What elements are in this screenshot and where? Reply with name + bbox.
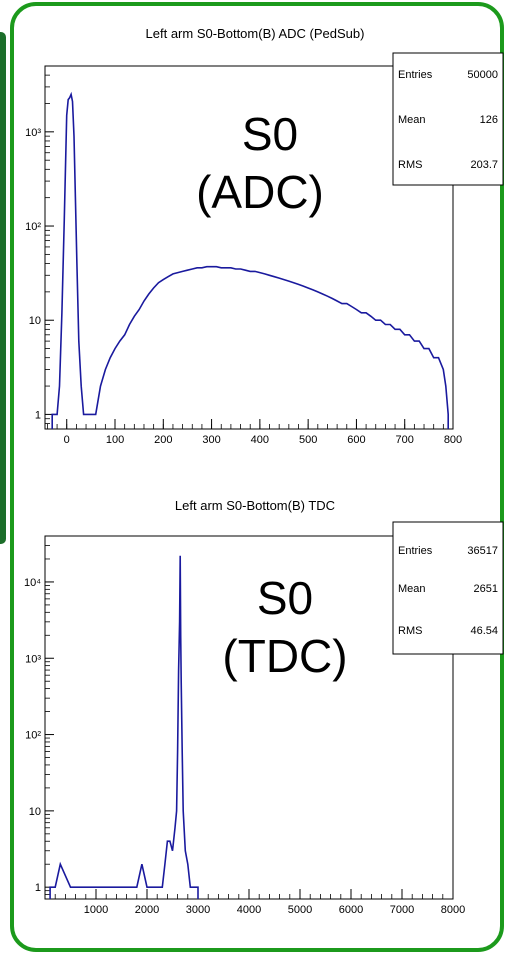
adc-chart-title: Left arm S0-Bottom(B) ADC (PedSub) <box>146 26 365 41</box>
tdc-y-axis: 1 10 10² 10³ 10⁴ <box>24 535 54 900</box>
x-tick-label: 1000 <box>84 904 108 916</box>
tdc-stat-value: 36517 <box>467 545 498 557</box>
y-tick-label: 10² <box>25 730 41 742</box>
adc-stat-label: Entries <box>398 69 433 81</box>
tdc-chart: Left arm S0-Bottom(B) TDC 1 10 10² 10³ 10⁴ 1… <box>24 498 504 916</box>
adc-histogram-line <box>51 91 449 429</box>
y-tick-label: 10 <box>29 315 41 327</box>
tdc-overlay-label-2: (TDC) <box>222 630 347 682</box>
y-tick-label: 10³ <box>25 653 41 665</box>
adc-stat-value: 50000 <box>467 69 498 81</box>
tdc-stats-frame <box>392 521 504 655</box>
tdc-x-axis: 1000 2000 3000 4000 5000 6000 7000 8000 <box>44 889 465 916</box>
adc-stat-label: RMS <box>398 159 422 171</box>
x-tick-label: 7000 <box>390 904 414 916</box>
tdc-histogram-line <box>49 555 199 899</box>
y-tick-label: 10³ <box>25 127 41 139</box>
tdc-overlay-label-1: S0 <box>257 572 313 624</box>
x-tick-label: 4000 <box>237 904 261 916</box>
adc-stats-frame <box>392 52 504 186</box>
tdc-stat-label: RMS <box>398 625 422 637</box>
y-tick-label: 10² <box>25 221 41 233</box>
x-tick-label: 6000 <box>339 904 363 916</box>
adc-stats-box: Entries 50000 Mean 126 RMS 203.7 <box>392 52 504 186</box>
adc-stat-value: 126 <box>480 114 498 126</box>
tdc-plot-area <box>44 535 454 900</box>
tdc-stat-label: Entries <box>398 545 433 557</box>
tdc-stat-value: 46.54 <box>470 625 498 637</box>
y-tick-label: 10⁴ <box>24 577 41 589</box>
x-tick-label: 700 <box>396 434 414 446</box>
adc-overlay-label-2: (ADC) <box>196 166 324 218</box>
tdc-stats-box: Entries 36517 Mean 2651 RMS 46.54 <box>392 521 504 655</box>
adc-stat-label: Mean <box>398 114 426 126</box>
x-tick-label: 200 <box>154 434 172 446</box>
x-tick-label: 2000 <box>135 904 159 916</box>
y-tick-label: 1 <box>35 409 41 421</box>
adc-x-axis: 0 100 200 300 400 500 600 700 800 <box>47 419 462 446</box>
x-tick-label: 600 <box>347 434 365 446</box>
x-tick-label: 5000 <box>288 904 312 916</box>
adc-chart: Left arm S0-Bottom(B) ADC (PedSub) 1 10 10… <box>25 26 504 446</box>
adc-overlay-label-1: S0 <box>242 108 298 160</box>
adc-y-axis: 1 10 10² 10³ <box>25 65 54 430</box>
x-tick-label: 3000 <box>186 904 210 916</box>
x-tick-label: 0 <box>64 434 70 446</box>
x-tick-label: 100 <box>106 434 124 446</box>
y-tick-label: 1 <box>35 882 41 894</box>
x-tick-label: 400 <box>251 434 269 446</box>
x-tick-label: 300 <box>202 434 220 446</box>
adc-plot-area <box>44 65 454 430</box>
x-tick-label: 8000 <box>441 904 465 916</box>
y-tick-label: 10 <box>29 806 41 818</box>
tdc-chart-title: Left arm S0-Bottom(B) TDC <box>175 498 335 513</box>
tdc-stat-label: Mean <box>398 583 426 595</box>
left-accent-bar <box>0 32 6 544</box>
x-tick-label: 500 <box>299 434 317 446</box>
tdc-stat-value: 2651 <box>474 583 498 595</box>
adc-stat-value: 203.7 <box>470 159 498 171</box>
x-tick-label: 800 <box>444 434 462 446</box>
